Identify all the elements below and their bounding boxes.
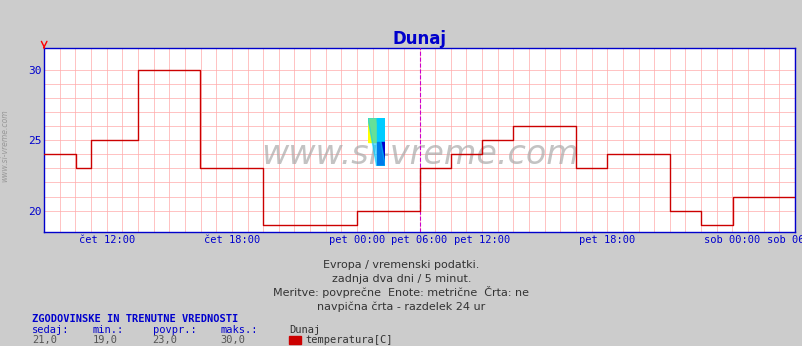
Title: Dunaj: Dunaj [392, 30, 446, 48]
Bar [367, 118, 376, 142]
Text: povpr.:: povpr.: [152, 325, 196, 335]
Text: 30,0: 30,0 [221, 335, 245, 345]
Bar [376, 142, 385, 166]
Text: 23,0: 23,0 [152, 335, 177, 345]
Text: temperatura[C]: temperatura[C] [305, 335, 392, 345]
Text: Evropa / vremenski podatki.: Evropa / vremenski podatki. [323, 260, 479, 270]
Text: Dunaj: Dunaj [289, 325, 320, 335]
Text: www.si-vreme.com: www.si-vreme.com [261, 138, 577, 171]
Bar [376, 118, 385, 142]
Text: Meritve: povprečne  Enote: metrične  Črta: ne: Meritve: povprečne Enote: metrične Črta:… [273, 286, 529, 298]
Text: sedaj:: sedaj: [32, 325, 70, 335]
Text: maks.:: maks.: [221, 325, 258, 335]
Text: navpična črta - razdelek 24 ur: navpična črta - razdelek 24 ur [317, 301, 485, 312]
Text: 21,0: 21,0 [32, 335, 57, 345]
Polygon shape [367, 118, 385, 166]
Text: 19,0: 19,0 [92, 335, 117, 345]
Text: www.si-vreme.com: www.si-vreme.com [0, 109, 10, 182]
Text: ZGODOVINSKE IN TRENUTNE VREDNOSTI: ZGODOVINSKE IN TRENUTNE VREDNOSTI [32, 315, 238, 325]
Text: zadnja dva dni / 5 minut.: zadnja dva dni / 5 minut. [331, 274, 471, 284]
Text: min.:: min.: [92, 325, 124, 335]
